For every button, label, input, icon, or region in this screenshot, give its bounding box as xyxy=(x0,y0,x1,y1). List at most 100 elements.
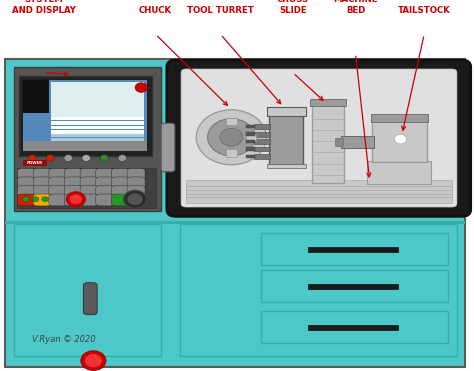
Circle shape xyxy=(42,197,48,202)
FancyBboxPatch shape xyxy=(5,221,465,224)
FancyBboxPatch shape xyxy=(51,82,144,119)
Circle shape xyxy=(81,351,106,370)
FancyBboxPatch shape xyxy=(23,80,147,151)
FancyBboxPatch shape xyxy=(269,114,303,166)
FancyBboxPatch shape xyxy=(312,105,344,183)
FancyBboxPatch shape xyxy=(226,149,237,157)
FancyBboxPatch shape xyxy=(246,134,256,141)
FancyBboxPatch shape xyxy=(33,177,51,189)
FancyBboxPatch shape xyxy=(254,147,270,151)
FancyBboxPatch shape xyxy=(80,186,98,197)
FancyBboxPatch shape xyxy=(17,168,156,208)
Text: TOOL TURRET: TOOL TURRET xyxy=(187,6,254,15)
FancyBboxPatch shape xyxy=(111,194,129,206)
FancyBboxPatch shape xyxy=(341,136,374,148)
FancyBboxPatch shape xyxy=(127,177,145,189)
FancyBboxPatch shape xyxy=(96,177,114,189)
FancyBboxPatch shape xyxy=(371,114,428,122)
FancyBboxPatch shape xyxy=(14,224,161,356)
FancyBboxPatch shape xyxy=(80,168,98,180)
FancyBboxPatch shape xyxy=(64,194,82,206)
FancyBboxPatch shape xyxy=(127,194,145,206)
Circle shape xyxy=(23,197,29,202)
FancyBboxPatch shape xyxy=(254,139,270,144)
FancyBboxPatch shape xyxy=(261,270,448,302)
FancyBboxPatch shape xyxy=(23,141,147,151)
Circle shape xyxy=(208,119,255,156)
FancyBboxPatch shape xyxy=(246,155,255,158)
FancyBboxPatch shape xyxy=(267,164,306,168)
FancyBboxPatch shape xyxy=(308,247,398,252)
Circle shape xyxy=(82,155,91,161)
FancyBboxPatch shape xyxy=(33,186,51,197)
FancyBboxPatch shape xyxy=(96,194,114,206)
FancyBboxPatch shape xyxy=(261,233,448,265)
Circle shape xyxy=(70,194,82,204)
FancyBboxPatch shape xyxy=(111,168,129,180)
FancyBboxPatch shape xyxy=(23,160,46,165)
FancyBboxPatch shape xyxy=(127,186,145,197)
FancyBboxPatch shape xyxy=(49,177,67,189)
FancyBboxPatch shape xyxy=(186,180,452,203)
FancyBboxPatch shape xyxy=(161,123,175,172)
Circle shape xyxy=(124,190,146,208)
FancyBboxPatch shape xyxy=(180,224,457,356)
FancyBboxPatch shape xyxy=(19,76,152,156)
FancyBboxPatch shape xyxy=(246,132,255,136)
Circle shape xyxy=(128,193,143,205)
FancyBboxPatch shape xyxy=(267,107,306,116)
FancyBboxPatch shape xyxy=(18,194,36,206)
Text: V.Ryan © 2020: V.Ryan © 2020 xyxy=(32,335,96,344)
Circle shape xyxy=(118,155,127,161)
FancyBboxPatch shape xyxy=(308,284,398,289)
FancyBboxPatch shape xyxy=(80,194,98,206)
Text: CHUCK: CHUCK xyxy=(139,6,172,15)
FancyBboxPatch shape xyxy=(5,59,465,367)
FancyBboxPatch shape xyxy=(49,194,67,206)
FancyBboxPatch shape xyxy=(261,311,448,343)
FancyBboxPatch shape xyxy=(18,168,36,180)
FancyBboxPatch shape xyxy=(51,117,144,120)
FancyBboxPatch shape xyxy=(226,118,237,125)
Text: MACHINE
BED: MACHINE BED xyxy=(333,0,378,15)
FancyBboxPatch shape xyxy=(246,140,255,143)
Text: ANGLED
CROSS
SLIDE: ANGLED CROSS SLIDE xyxy=(273,0,312,15)
FancyBboxPatch shape xyxy=(49,186,67,197)
FancyBboxPatch shape xyxy=(246,147,255,151)
Circle shape xyxy=(220,128,243,146)
FancyBboxPatch shape xyxy=(51,126,144,129)
FancyBboxPatch shape xyxy=(14,67,161,211)
Circle shape xyxy=(135,83,147,92)
FancyBboxPatch shape xyxy=(308,325,398,330)
FancyBboxPatch shape xyxy=(23,80,49,113)
FancyBboxPatch shape xyxy=(18,177,36,189)
FancyBboxPatch shape xyxy=(51,134,144,137)
Text: COMPUTER CONTROL
SYSTEM
AND DISPLAY: COMPUTER CONTROL SYSTEM AND DISPLAY xyxy=(0,0,95,15)
Circle shape xyxy=(46,155,55,161)
FancyBboxPatch shape xyxy=(96,186,114,197)
FancyBboxPatch shape xyxy=(335,138,343,146)
Circle shape xyxy=(64,155,73,161)
FancyBboxPatch shape xyxy=(64,168,82,180)
FancyBboxPatch shape xyxy=(167,60,471,216)
Circle shape xyxy=(394,134,407,144)
FancyBboxPatch shape xyxy=(18,186,36,197)
FancyBboxPatch shape xyxy=(111,177,129,189)
FancyBboxPatch shape xyxy=(51,121,144,125)
FancyBboxPatch shape xyxy=(96,168,114,180)
Circle shape xyxy=(196,110,266,165)
FancyBboxPatch shape xyxy=(367,161,431,184)
FancyBboxPatch shape xyxy=(246,125,255,128)
FancyBboxPatch shape xyxy=(80,177,98,189)
FancyBboxPatch shape xyxy=(310,99,346,106)
FancyBboxPatch shape xyxy=(111,186,129,197)
FancyBboxPatch shape xyxy=(181,69,457,207)
Text: POWER: POWER xyxy=(27,161,43,165)
FancyBboxPatch shape xyxy=(372,120,427,162)
FancyBboxPatch shape xyxy=(49,168,67,180)
FancyBboxPatch shape xyxy=(197,131,229,144)
FancyBboxPatch shape xyxy=(33,194,51,206)
FancyBboxPatch shape xyxy=(127,168,145,180)
FancyBboxPatch shape xyxy=(254,124,270,129)
FancyBboxPatch shape xyxy=(33,168,51,180)
